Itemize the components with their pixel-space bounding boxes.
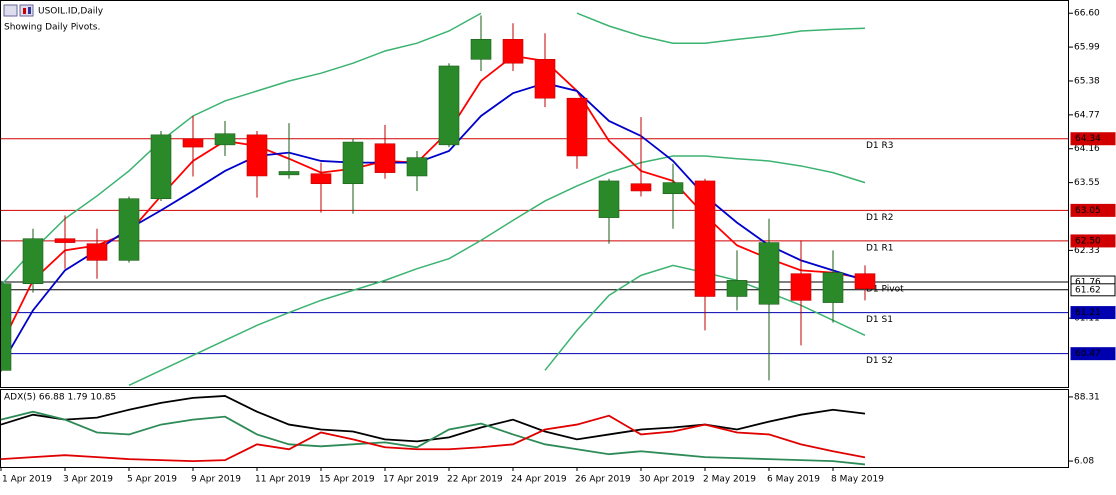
series-line (1, 82, 866, 366)
price-tag-label: 63.05 (1075, 206, 1101, 216)
level-name: D1 R1 (866, 243, 894, 253)
price-tag-label: 61.62 (1075, 285, 1101, 295)
x-tick-label: 26 Apr 2019 (575, 475, 631, 485)
price-tag (1070, 203, 1116, 217)
x-tick-label: 15 Apr 2019 (319, 475, 375, 485)
candle-body (438, 65, 460, 146)
y-tick-label: 63.55 (1074, 178, 1100, 188)
indicator-title: ADX(5) 66.88 1.79 10.85 (4, 393, 116, 403)
candle-body (470, 39, 492, 60)
price-tag-label: 61.21 (1075, 308, 1101, 318)
candle-body (342, 141, 364, 185)
candle-body (118, 198, 140, 261)
candle-body (22, 238, 44, 284)
candle-body (54, 238, 76, 243)
candle-body (790, 273, 812, 301)
x-tick-label: 2 May 2019 (703, 475, 756, 485)
price-tag-label: 61.76 (1075, 278, 1101, 288)
y-tick-label: 65.38 (1074, 76, 1100, 86)
series-line (1, 12, 866, 286)
x-tick-label: 24 Apr 2019 (511, 475, 567, 485)
candle-body (214, 133, 236, 146)
y-tick-label: 62.33 (1074, 246, 1100, 256)
candle-body (246, 134, 268, 177)
y-tick-label: 64.77 (1074, 110, 1100, 120)
candle-body (1, 283, 12, 371)
candle-body (822, 272, 844, 303)
candle-body (854, 273, 876, 289)
y-tick-label: 6.08 (1074, 457, 1094, 467)
series-line (0, 414, 866, 463)
price-tag-label: 60.47 (1075, 349, 1101, 359)
x-tick-label: 3 Apr 2019 (63, 475, 113, 485)
candle-body (758, 242, 780, 305)
series-line (128, 155, 866, 387)
series-line (0, 410, 866, 466)
candle-body (534, 59, 556, 99)
main-panel (0, 0, 1069, 388)
candle-body (278, 171, 300, 176)
candle-body (662, 182, 684, 195)
x-tick-label: 17 Apr 2019 (383, 475, 439, 485)
level-name: D1 R2 (866, 213, 894, 223)
chart-subtitle: Showing Daily Pivots. (4, 23, 100, 33)
level-name: D1 S2 (866, 356, 893, 366)
x-tick-label: 1 Apr 2019 (2, 475, 52, 485)
x-tick-label: 22 Apr 2019 (447, 475, 503, 485)
price-tag-label: 64.34 (1075, 134, 1101, 144)
x-tick-label: 30 Apr 2019 (639, 475, 695, 485)
x-tick-label: 6 May 2019 (767, 475, 820, 485)
price-tag (1070, 306, 1116, 320)
indicator-panel (0, 389, 1069, 468)
candle-body (86, 243, 108, 261)
x-tick-label: 8 May 2019 (831, 475, 884, 485)
x-tick-label: 11 Apr 2019 (255, 475, 311, 485)
candle-body (406, 157, 428, 177)
y-tick-label: 88.31 (1074, 392, 1100, 402)
price-tag (1070, 283, 1116, 297)
price-tag (1070, 347, 1116, 361)
candle-body (726, 280, 748, 297)
candle-body (694, 180, 716, 297)
level-name: D1 R3 (866, 141, 894, 151)
symbol-icon (3, 4, 34, 17)
x-tick-label: 9 Apr 2019 (191, 475, 241, 485)
y-tick-label: 66.60 (1074, 9, 1100, 19)
price-tag (1070, 234, 1116, 248)
candle-body (630, 183, 652, 192)
y-tick-label: 65.99 (1074, 43, 1100, 53)
price-tag-label: 62.50 (1075, 236, 1101, 246)
candle-body (566, 97, 588, 157)
candle-body (310, 173, 332, 185)
y-tick-label: 64.16 (1074, 144, 1100, 154)
price-tag (1070, 132, 1116, 146)
series-line (1, 55, 866, 346)
x-tick-label: 5 Apr 2019 (127, 475, 177, 485)
candle-body (182, 138, 204, 148)
level-name: D1 S1 (866, 315, 893, 325)
candle-body (374, 143, 396, 173)
candle-body (502, 39, 524, 64)
candle-body (150, 134, 172, 200)
chart-title: USOIL.ID,Daily (38, 7, 104, 17)
candle-body (598, 180, 620, 218)
